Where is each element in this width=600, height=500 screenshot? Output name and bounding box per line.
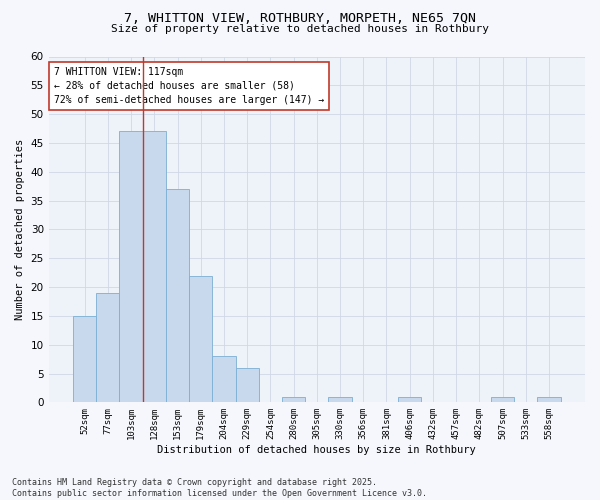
Bar bbox=[166, 189, 189, 402]
X-axis label: Distribution of detached houses by size in Rothbury: Distribution of detached houses by size … bbox=[157, 445, 476, 455]
Bar bbox=[212, 356, 236, 403]
Text: Contains HM Land Registry data © Crown copyright and database right 2025.
Contai: Contains HM Land Registry data © Crown c… bbox=[12, 478, 427, 498]
Bar bbox=[282, 396, 305, 402]
Bar bbox=[236, 368, 259, 402]
Bar bbox=[143, 132, 166, 402]
Bar bbox=[119, 132, 143, 402]
Bar bbox=[189, 276, 212, 402]
Bar bbox=[538, 396, 560, 402]
Bar bbox=[96, 293, 119, 403]
Bar bbox=[398, 396, 421, 402]
Bar bbox=[73, 316, 96, 402]
Bar bbox=[328, 396, 352, 402]
Text: 7 WHITTON VIEW: 117sqm
← 28% of detached houses are smaller (58)
72% of semi-det: 7 WHITTON VIEW: 117sqm ← 28% of detached… bbox=[54, 67, 324, 105]
Text: Size of property relative to detached houses in Rothbury: Size of property relative to detached ho… bbox=[111, 24, 489, 34]
Text: 7, WHITTON VIEW, ROTHBURY, MORPETH, NE65 7QN: 7, WHITTON VIEW, ROTHBURY, MORPETH, NE65… bbox=[124, 12, 476, 26]
Bar bbox=[491, 396, 514, 402]
Y-axis label: Number of detached properties: Number of detached properties bbox=[15, 139, 25, 320]
